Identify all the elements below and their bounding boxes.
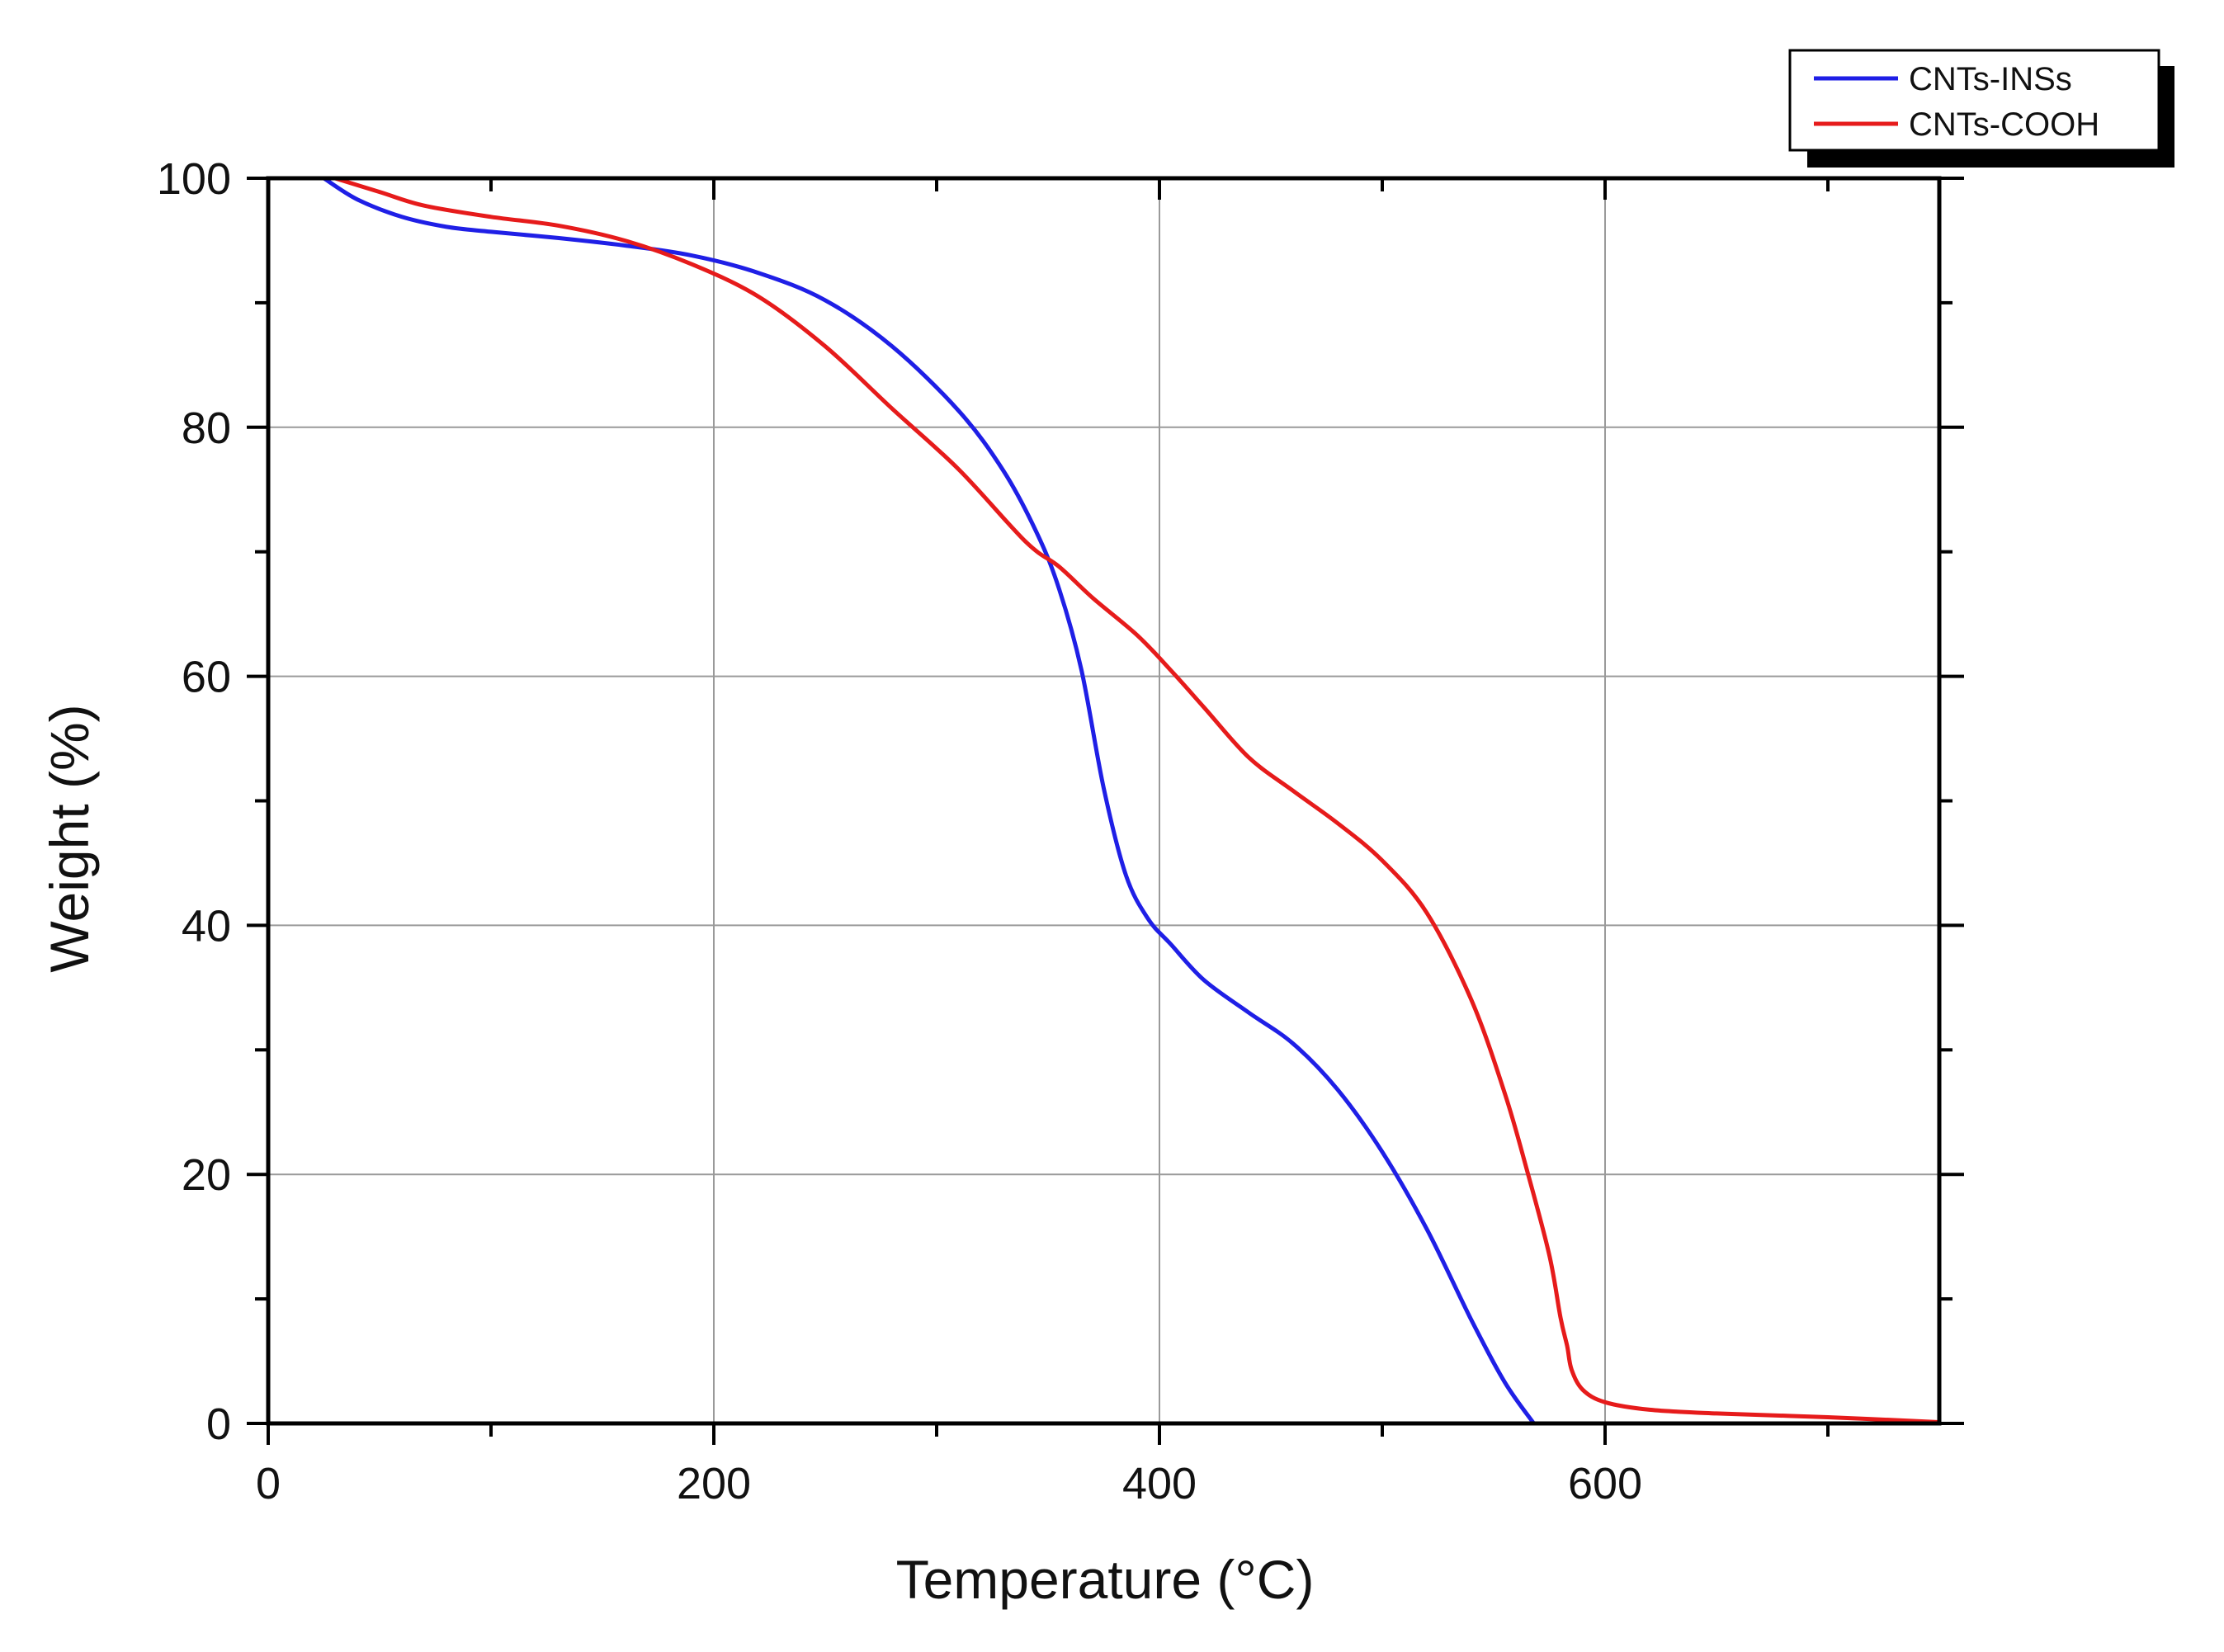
y-tick-label: 100 bbox=[157, 154, 231, 204]
series-line-cnts-inss bbox=[322, 176, 1537, 1426]
x-tick-label: 400 bbox=[1122, 1459, 1197, 1508]
legend-items: CNTs-INSs CNTs-COOH bbox=[1814, 61, 2099, 143]
legend-label: CNTs-COOH bbox=[1909, 106, 2099, 143]
y-tick-label: 0 bbox=[206, 1399, 231, 1449]
y-tick-label: 80 bbox=[182, 404, 231, 453]
series-lines bbox=[322, 176, 1942, 1426]
axis-ticks bbox=[247, 177, 1964, 1445]
x-tick-label: 200 bbox=[677, 1459, 751, 1508]
x-tick-label: 0 bbox=[256, 1459, 281, 1508]
tick-labels: 0 200 400 600 0 20 40 60 80 100 bbox=[157, 154, 1642, 1508]
y-axis-label: Weight (%) bbox=[39, 704, 100, 972]
x-axis-label: Temperature (°C) bbox=[896, 1549, 1315, 1610]
y-tick-label: 40 bbox=[182, 901, 231, 951]
x-tick-label: 600 bbox=[1568, 1459, 1642, 1508]
legend-box bbox=[1788, 49, 2160, 152]
legend: CNTs-INSs CNTs-COOH bbox=[1788, 49, 2174, 168]
y-tick-label: 20 bbox=[182, 1150, 231, 1200]
y-tick-label: 60 bbox=[182, 653, 231, 702]
legend-label: CNTs-INSs bbox=[1909, 61, 2072, 97]
gridlines bbox=[268, 178, 1939, 1423]
series-line-cnts-cooh bbox=[333, 176, 1942, 1424]
